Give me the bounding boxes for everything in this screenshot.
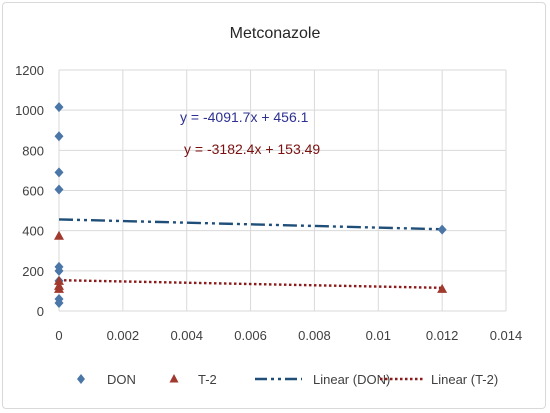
legend-label-t2: T-2 (198, 372, 217, 387)
y-tick-label: 800 (22, 143, 44, 158)
grid-lines (58, 69, 507, 312)
legend-marker-don (77, 374, 85, 384)
chart-title: Metconazole (230, 25, 321, 42)
y-tick-label: 200 (22, 264, 44, 279)
x-axis-ticks: 0 0.002 0.004 0.006 0.008 0.01 0.012 0.014 (55, 328, 522, 343)
point-don (437, 224, 447, 235)
point-t2 (54, 275, 64, 285)
point-don (54, 297, 64, 308)
y-tick-label: 1200 (15, 63, 44, 78)
x-tick-label: 0.014 (490, 328, 523, 343)
legend-label-don: DON (107, 372, 136, 387)
y-tick-label: 600 (22, 184, 44, 199)
point-t2 (437, 283, 448, 293)
legend-label-linear-don: Linear (DON) (313, 372, 390, 387)
point-don (54, 265, 64, 276)
x-tick-label: 0.002 (107, 328, 140, 343)
point-don (54, 184, 64, 195)
x-tick-label: 0.012 (426, 328, 459, 343)
point-t2 (54, 283, 64, 293)
y-tick-label: 1000 (15, 103, 44, 118)
y-axis-ticks: 0 200 400 600 800 1000 1200 (15, 63, 44, 319)
y-tick-label: 400 (22, 224, 44, 239)
point-don (54, 102, 64, 113)
point-t2 (54, 230, 64, 240)
legend-label-linear-t2: Linear (T-2) (431, 372, 498, 387)
point-don (54, 167, 64, 178)
x-tick-label: 0.004 (170, 328, 203, 343)
trendlines (58, 218, 443, 290)
legend: DON T-2 Linear (DON) Linear (T-2) (77, 372, 498, 387)
trendline-t2 (58, 278, 443, 290)
x-tick-label: 0.008 (298, 328, 331, 343)
y-tick-label: 0 (37, 304, 44, 319)
point-don (54, 131, 64, 142)
data-points (54, 102, 448, 308)
x-tick-label: 0.006 (234, 328, 267, 343)
equation-don: y = -4091.7x + 456.1 (180, 109, 309, 125)
equation-t2: y = -3182.4x + 153.49 (184, 141, 320, 157)
x-tick-label: 0.01 (366, 328, 391, 343)
legend-marker-t2 (169, 374, 179, 383)
x-tick-label: 0 (55, 328, 62, 343)
